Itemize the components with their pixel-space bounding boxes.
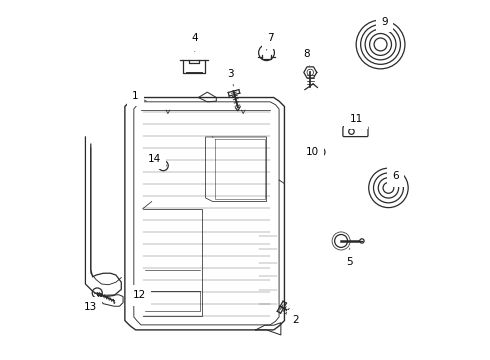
Text: 2: 2: [285, 313, 298, 325]
Text: 3: 3: [227, 69, 234, 86]
Text: 12: 12: [133, 288, 146, 301]
Text: 11: 11: [349, 114, 363, 124]
Text: 8: 8: [303, 49, 310, 65]
Text: 9: 9: [382, 17, 388, 30]
Text: 14: 14: [148, 154, 161, 164]
Text: 10: 10: [306, 147, 319, 157]
Text: 1: 1: [132, 91, 147, 101]
Text: 7: 7: [267, 33, 273, 50]
Text: 4: 4: [192, 33, 198, 51]
Text: 13: 13: [83, 300, 97, 312]
Text: 5: 5: [346, 248, 353, 267]
Text: 6: 6: [392, 171, 399, 181]
